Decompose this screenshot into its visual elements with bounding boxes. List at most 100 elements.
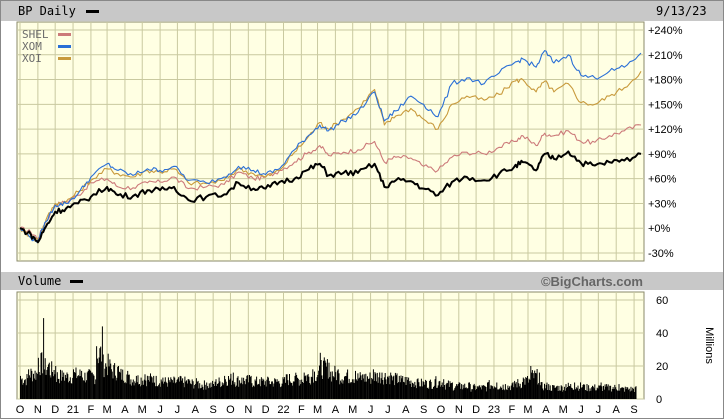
price-y-tick-label: +120% — [648, 124, 683, 136]
volume-bar — [35, 379, 37, 399]
volume-bar — [150, 376, 152, 399]
volume-bar — [538, 372, 540, 399]
volume-bar — [182, 382, 184, 399]
volume-bar — [93, 375, 95, 399]
volume-bar — [607, 384, 609, 399]
volume-bar — [592, 385, 593, 399]
volume-bar — [153, 375, 155, 399]
volume-bar — [515, 382, 517, 399]
volume-bar — [71, 383, 73, 399]
volume-bar — [582, 385, 584, 399]
volume-bar — [620, 388, 622, 399]
volume-bar — [487, 382, 489, 399]
volume-bar — [378, 377, 380, 399]
volume-bar — [32, 381, 34, 399]
volume-bar — [306, 381, 307, 399]
volume-bar — [527, 382, 529, 399]
volume-bar — [154, 386, 156, 399]
volume-bar — [628, 389, 629, 399]
volume-bar — [304, 376, 306, 399]
volume-bar — [345, 376, 347, 399]
volume-bar — [129, 384, 131, 399]
volume-bar — [513, 387, 515, 399]
volume-bar — [380, 383, 381, 399]
volume-bar — [199, 383, 201, 399]
x-tick-label: N — [244, 404, 252, 416]
volume-bar — [175, 382, 177, 399]
volume-bar — [580, 382, 581, 399]
volume-bar — [623, 387, 625, 399]
volume-bar — [233, 384, 235, 399]
volume-bar — [250, 375, 252, 399]
volume-bar — [333, 377, 335, 399]
volume-bar — [169, 382, 171, 399]
volume-bar — [64, 380, 66, 399]
volume-bar — [465, 387, 467, 399]
volume-bar — [444, 389, 446, 399]
volume-bar — [139, 386, 141, 399]
volume-bar — [583, 384, 585, 399]
volume-bar — [326, 366, 328, 399]
x-tick-label: M — [313, 404, 322, 416]
volume-bar — [28, 369, 30, 399]
volume-bar — [24, 380, 25, 399]
volume-bar — [578, 390, 580, 399]
volume-bar — [98, 357, 100, 399]
volume-bar — [282, 377, 284, 399]
volume-bar — [307, 374, 309, 399]
volume-bar — [600, 382, 602, 399]
volume-bar — [492, 386, 494, 399]
volume-bar — [217, 384, 218, 399]
volume-bar — [201, 384, 203, 399]
volume-bar — [422, 381, 424, 399]
volume-bar — [150, 373, 151, 399]
volume-bar — [331, 381, 332, 399]
volume-bar — [92, 374, 94, 399]
volume-bar — [204, 384, 206, 399]
volume-bar — [332, 376, 334, 399]
volume-bar — [26, 374, 28, 399]
volume-bar — [179, 375, 181, 399]
volume-bar — [260, 377, 262, 399]
volume-bar — [368, 378, 370, 399]
price-y-tick-label: +240% — [648, 25, 683, 37]
volume-bar — [480, 389, 482, 399]
volume-bar — [172, 382, 174, 399]
volume-bar — [412, 382, 413, 399]
volume-bar — [52, 372, 53, 399]
volume-bar — [56, 372, 58, 399]
volume-bar — [197, 380, 199, 399]
volume-bar — [465, 387, 466, 399]
volume-bar — [569, 386, 571, 399]
volume-bar — [281, 383, 283, 399]
volume-bar — [91, 372, 93, 399]
volume-bar — [322, 379, 324, 399]
volume-bar — [200, 388, 201, 399]
volume-bar — [143, 384, 144, 399]
volume-bar — [454, 387, 456, 399]
volume-bar — [42, 373, 44, 399]
volume-bar — [100, 346, 102, 399]
volume-bar — [395, 375, 397, 399]
volume-bar — [506, 390, 508, 399]
volume-bar — [531, 370, 533, 399]
volume-bar — [604, 384, 606, 399]
volume-bar — [528, 378, 530, 399]
volume-bar — [538, 383, 540, 399]
volume-bar — [189, 380, 191, 399]
volume-bar — [325, 362, 327, 399]
volume-bar — [232, 380, 233, 399]
x-tick-label: S — [209, 404, 216, 416]
volume-bar — [351, 379, 353, 399]
volume-bar — [163, 383, 165, 399]
volume-bar — [176, 379, 178, 399]
volume-bar — [168, 380, 170, 399]
volume-bar — [522, 382, 523, 399]
volume-bar — [476, 389, 477, 399]
volume-bar — [433, 387, 434, 399]
volume-y-tick-label: 20 — [656, 361, 668, 373]
volume-bar — [73, 369, 74, 399]
watermark: ©BigCharts.com — [541, 274, 643, 289]
volume-bar — [576, 388, 578, 399]
volume-bar — [577, 385, 579, 399]
